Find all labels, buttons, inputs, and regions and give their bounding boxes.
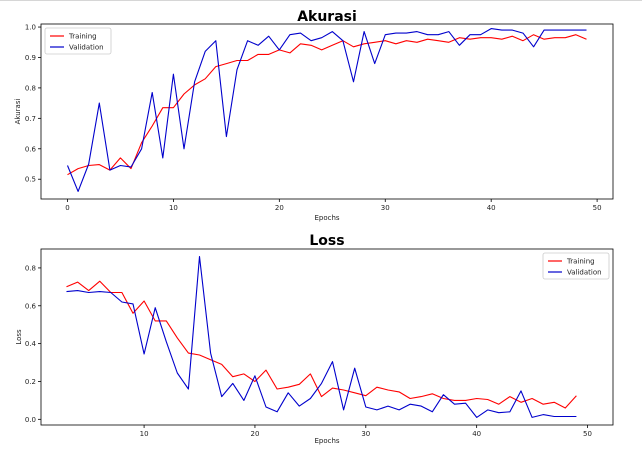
series-line-training <box>66 280 577 409</box>
x-tick-label: 30 <box>381 204 390 212</box>
x-tick-label: 40 <box>472 430 481 438</box>
x-tick-label: 20 <box>250 430 259 438</box>
y-tick-label: 0.7 <box>25 115 36 123</box>
x-tick-label: 0 <box>65 204 69 212</box>
x-tick-label: 50 <box>583 430 592 438</box>
series-line-training <box>67 34 587 176</box>
y-tick-label: 0.6 <box>25 302 37 310</box>
y-tick-label: 0.4 <box>25 340 37 348</box>
x-tick-label: 10 <box>169 204 178 212</box>
x-tick-label: 20 <box>275 204 284 212</box>
chart-0: Akurasi 0 10 20 30 40 50 0.5 0.6 0.7 0.8 0.9 1.0 Epoc… <box>14 9 614 222</box>
legend: Training Validation <box>542 252 610 280</box>
y-tick-label: 0.8 <box>25 264 36 272</box>
y-tick-label: 0.5 <box>25 176 36 184</box>
y-tick-label: 0.8 <box>25 84 36 92</box>
chart-title: Akurasi <box>297 9 357 25</box>
x-tick-label: 10 <box>140 430 149 438</box>
y-tick-label: 0.6 <box>25 145 37 153</box>
series-line-validation <box>66 28 587 192</box>
chart-title: Loss <box>309 233 344 249</box>
x-tick-label: 50 <box>593 204 602 212</box>
y-tick-label: 0.9 <box>25 54 36 62</box>
legend-label: Training <box>68 33 97 41</box>
legend-label: Validation <box>69 44 104 52</box>
y-tick-label: 0.0 <box>25 416 36 424</box>
plot-frame <box>40 248 614 426</box>
x-axis-label: Epochs <box>314 437 339 445</box>
x-tick-label: 40 <box>487 204 496 212</box>
series-line-validation <box>66 256 577 418</box>
y-tick-label: 0.2 <box>25 378 36 386</box>
y-tick-label: 1.0 <box>25 24 36 32</box>
x-axis-label: Epochs <box>314 214 339 222</box>
chart-1: Loss 10 20 30 40 50 0.0 0.2 0.4 0.6 0.8 Epochs Loss T… <box>15 233 614 445</box>
legend-label: Training <box>566 258 595 266</box>
legend-label: Validation <box>567 269 602 277</box>
x-tick-label: 30 <box>361 430 370 438</box>
top-divider <box>0 0 642 1</box>
y-axis-label: Loss <box>15 329 23 345</box>
plot-frame <box>40 23 614 200</box>
y-axis-label: Akurasi <box>14 99 22 125</box>
legend: Training Validation <box>44 27 112 55</box>
